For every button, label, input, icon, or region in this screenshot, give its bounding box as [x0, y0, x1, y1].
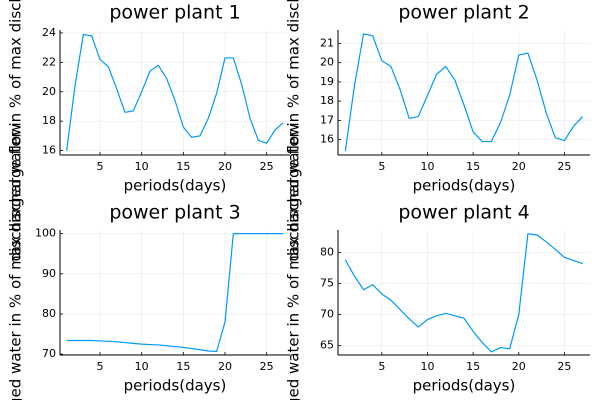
y-tick-label: 80: [320, 245, 334, 258]
chart-title: power plant 2: [398, 2, 529, 24]
y-tick-label: 16: [320, 133, 334, 146]
y-tick-label: 90: [42, 267, 56, 280]
x-tick-label: 25: [260, 360, 274, 373]
y-axis-label: discharged water in % of max discharge f…: [7, 124, 25, 400]
x-axis-label: periods(days): [124, 377, 227, 395]
data-line: [344, 233, 583, 353]
x-tick-label: 10: [135, 360, 149, 373]
x-tick-label: 25: [260, 160, 274, 173]
y-tick-label: 70: [320, 308, 334, 321]
x-tick-label: 20: [218, 360, 232, 373]
x-tick-label: 15: [466, 360, 480, 373]
x-tick-label: 20: [512, 360, 526, 373]
x-tick-label: 5: [378, 360, 385, 373]
y-tick-label: 21: [320, 36, 334, 49]
y-tick-label: 65: [320, 339, 334, 352]
data-line: [344, 33, 584, 152]
y-axis-label: discharged water in % of max discharge f…: [285, 0, 303, 261]
y-tick-label: 75: [320, 276, 334, 289]
x-tick-label: 10: [135, 160, 149, 173]
x-tick-label: 15: [466, 160, 480, 173]
chart-title: power plant 1: [109, 2, 240, 24]
y-tick-label: 18: [320, 94, 334, 107]
x-tick-label: 15: [176, 160, 190, 173]
chart-title: power plant 4: [398, 202, 529, 224]
y-tick-label: 19: [320, 75, 334, 88]
y-tick-label: 18: [42, 114, 56, 127]
x-tick-label: 25: [557, 360, 571, 373]
chart-title: power plant 3: [109, 202, 240, 224]
y-axis-label: discharged water in % of max discharge f…: [7, 0, 25, 261]
y-tick-label: 80: [42, 307, 56, 320]
x-tick-label: 20: [218, 160, 232, 173]
x-tick-label: 10: [420, 360, 434, 373]
data-line: [66, 233, 284, 353]
y-tick-label: 17: [320, 113, 334, 126]
x-tick-label: 5: [97, 360, 104, 373]
y-tick-label: 20: [42, 85, 56, 98]
y-tick-label: 70: [42, 347, 56, 360]
x-axis-label: periods(days): [413, 377, 516, 395]
y-tick-label: 20: [320, 56, 334, 69]
x-tick-label: 5: [97, 160, 104, 173]
x-axis-label: periods(days): [124, 177, 227, 195]
x-tick-label: 20: [512, 160, 526, 173]
y-tick-label: 100: [35, 227, 56, 240]
y-tick-label: 24: [42, 26, 56, 39]
y-axis-label: discharged water in % of max discharge f…: [285, 124, 303, 400]
x-tick-label: 25: [557, 160, 571, 173]
x-axis-label: periods(days): [413, 177, 516, 195]
y-tick-label: 22: [42, 55, 56, 68]
x-tick-label: 10: [420, 160, 434, 173]
data-line: [66, 33, 284, 151]
x-tick-label: 15: [176, 360, 190, 373]
x-tick-label: 5: [378, 160, 385, 173]
y-tick-label: 16: [42, 144, 56, 157]
